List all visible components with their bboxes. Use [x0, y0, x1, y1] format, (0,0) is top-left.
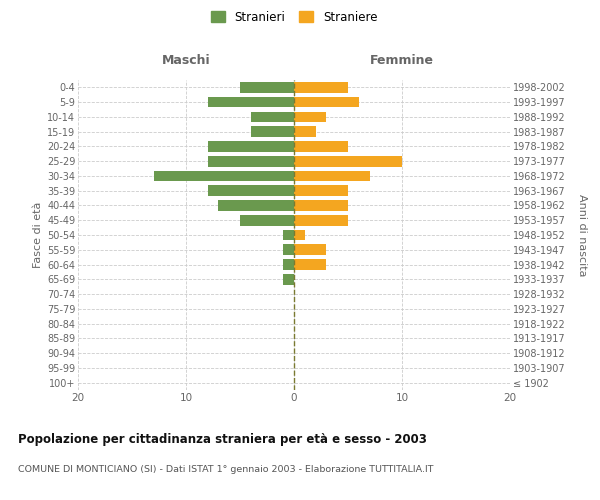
Bar	[294, 230, 305, 240]
Bar	[208, 141, 294, 152]
Y-axis label: Fasce di età: Fasce di età	[32, 202, 43, 268]
Bar	[294, 186, 348, 196]
Text: Femmine: Femmine	[370, 54, 434, 68]
Bar	[208, 156, 294, 166]
Bar	[294, 141, 348, 152]
Text: Maschi: Maschi	[161, 54, 211, 68]
Bar	[283, 259, 294, 270]
Bar	[283, 244, 294, 255]
Bar	[294, 156, 402, 166]
Legend: Stranieri, Straniere: Stranieri, Straniere	[206, 6, 382, 28]
Bar	[240, 82, 294, 92]
Bar	[240, 215, 294, 226]
Bar	[294, 215, 348, 226]
Bar	[208, 97, 294, 108]
Bar	[294, 259, 326, 270]
Bar	[294, 170, 370, 181]
Bar	[218, 200, 294, 211]
Text: COMUNE DI MONTICIANO (SI) - Dati ISTAT 1° gennaio 2003 - Elaborazione TUTTITALIA: COMUNE DI MONTICIANO (SI) - Dati ISTAT 1…	[18, 466, 433, 474]
Bar	[283, 230, 294, 240]
Y-axis label: Anni di nascita: Anni di nascita	[577, 194, 587, 276]
Bar	[294, 244, 326, 255]
Bar	[294, 200, 348, 211]
Bar	[251, 112, 294, 122]
Text: Popolazione per cittadinanza straniera per età e sesso - 2003: Popolazione per cittadinanza straniera p…	[18, 432, 427, 446]
Bar	[208, 186, 294, 196]
Bar	[294, 112, 326, 122]
Bar	[154, 170, 294, 181]
Bar	[251, 126, 294, 137]
Bar	[283, 274, 294, 284]
Bar	[294, 82, 348, 92]
Bar	[294, 97, 359, 108]
Bar	[294, 126, 316, 137]
